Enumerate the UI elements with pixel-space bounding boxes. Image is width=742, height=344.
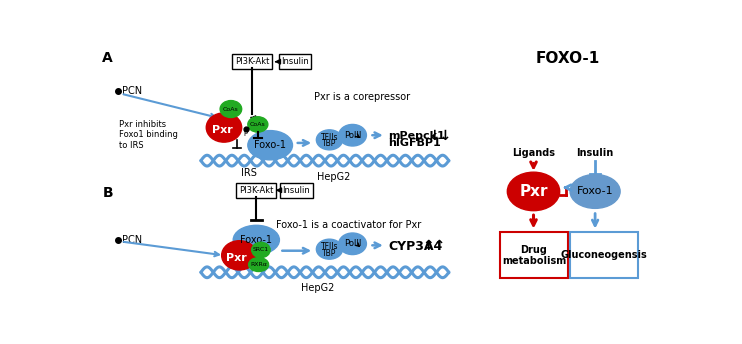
FancyBboxPatch shape	[236, 183, 276, 197]
Text: ↑↑: ↑↑	[423, 239, 446, 253]
Ellipse shape	[220, 100, 242, 118]
Text: Drug
metabolism: Drug metabolism	[502, 245, 566, 266]
Text: mPepck1: mPepck1	[388, 131, 444, 141]
Text: ↓↓: ↓↓	[428, 129, 451, 143]
Ellipse shape	[316, 239, 343, 259]
Text: SRC1: SRC1	[253, 247, 269, 252]
Text: RXRα: RXRα	[250, 262, 267, 267]
Ellipse shape	[233, 225, 280, 255]
Text: Pxr: Pxr	[519, 184, 548, 199]
Ellipse shape	[248, 117, 268, 132]
Text: CoAs: CoAs	[250, 122, 266, 127]
Text: PolII: PolII	[344, 131, 361, 140]
Text: PCN: PCN	[122, 86, 142, 96]
Text: TFIIs: TFIIs	[321, 133, 338, 142]
FancyBboxPatch shape	[570, 232, 638, 278]
Text: TBP: TBP	[322, 248, 337, 258]
Text: PI3K-Akt: PI3K-Akt	[239, 186, 274, 195]
Ellipse shape	[338, 125, 367, 146]
Ellipse shape	[206, 113, 242, 142]
Text: TBP: TBP	[322, 139, 337, 148]
Text: Insulin: Insulin	[281, 57, 309, 66]
Text: hIGFBP1: hIGFBP1	[388, 138, 441, 148]
Ellipse shape	[252, 242, 270, 258]
Text: A: A	[102, 51, 113, 65]
Text: Foxo-1: Foxo-1	[577, 186, 614, 196]
Text: Foxo-1: Foxo-1	[240, 235, 272, 245]
Text: TFIIs: TFIIs	[321, 243, 338, 251]
Ellipse shape	[570, 174, 620, 208]
Text: Pxr inhibits
Foxo1 binding
to IRS: Pxr inhibits Foxo1 binding to IRS	[119, 120, 178, 150]
Text: IRS: IRS	[240, 168, 257, 178]
Text: CoAs: CoAs	[223, 107, 239, 111]
Text: Ligands: Ligands	[512, 148, 555, 158]
Text: PI3K-Akt: PI3K-Akt	[235, 57, 269, 66]
Text: FOXO-1: FOXO-1	[536, 51, 600, 65]
Text: Foxo-1: Foxo-1	[255, 140, 286, 150]
Text: P: P	[243, 131, 248, 137]
Text: PCN: PCN	[122, 235, 142, 245]
Text: PolII: PolII	[344, 239, 361, 248]
Ellipse shape	[508, 172, 559, 211]
FancyBboxPatch shape	[232, 54, 272, 69]
Text: HepG2: HepG2	[317, 172, 350, 182]
Text: Insulin: Insulin	[577, 148, 614, 158]
FancyBboxPatch shape	[279, 54, 311, 69]
Text: Gluconeogensis: Gluconeogensis	[561, 250, 647, 260]
Text: Pxr is a corepressor: Pxr is a corepressor	[314, 92, 410, 102]
FancyBboxPatch shape	[499, 232, 568, 278]
Text: HepG2: HepG2	[301, 283, 335, 293]
FancyBboxPatch shape	[280, 183, 312, 197]
Ellipse shape	[338, 233, 367, 255]
Text: Pxr: Pxr	[226, 252, 246, 263]
Text: Insulin: Insulin	[283, 186, 310, 195]
Text: Foxo-1 is a coactivator for Pxr: Foxo-1 is a coactivator for Pxr	[275, 219, 421, 229]
Text: CYP3A4: CYP3A4	[388, 240, 442, 253]
Ellipse shape	[316, 130, 343, 150]
Ellipse shape	[248, 131, 292, 160]
Ellipse shape	[222, 241, 257, 270]
Text: Pxr: Pxr	[212, 125, 233, 135]
Ellipse shape	[249, 258, 269, 271]
Text: B: B	[102, 186, 113, 200]
